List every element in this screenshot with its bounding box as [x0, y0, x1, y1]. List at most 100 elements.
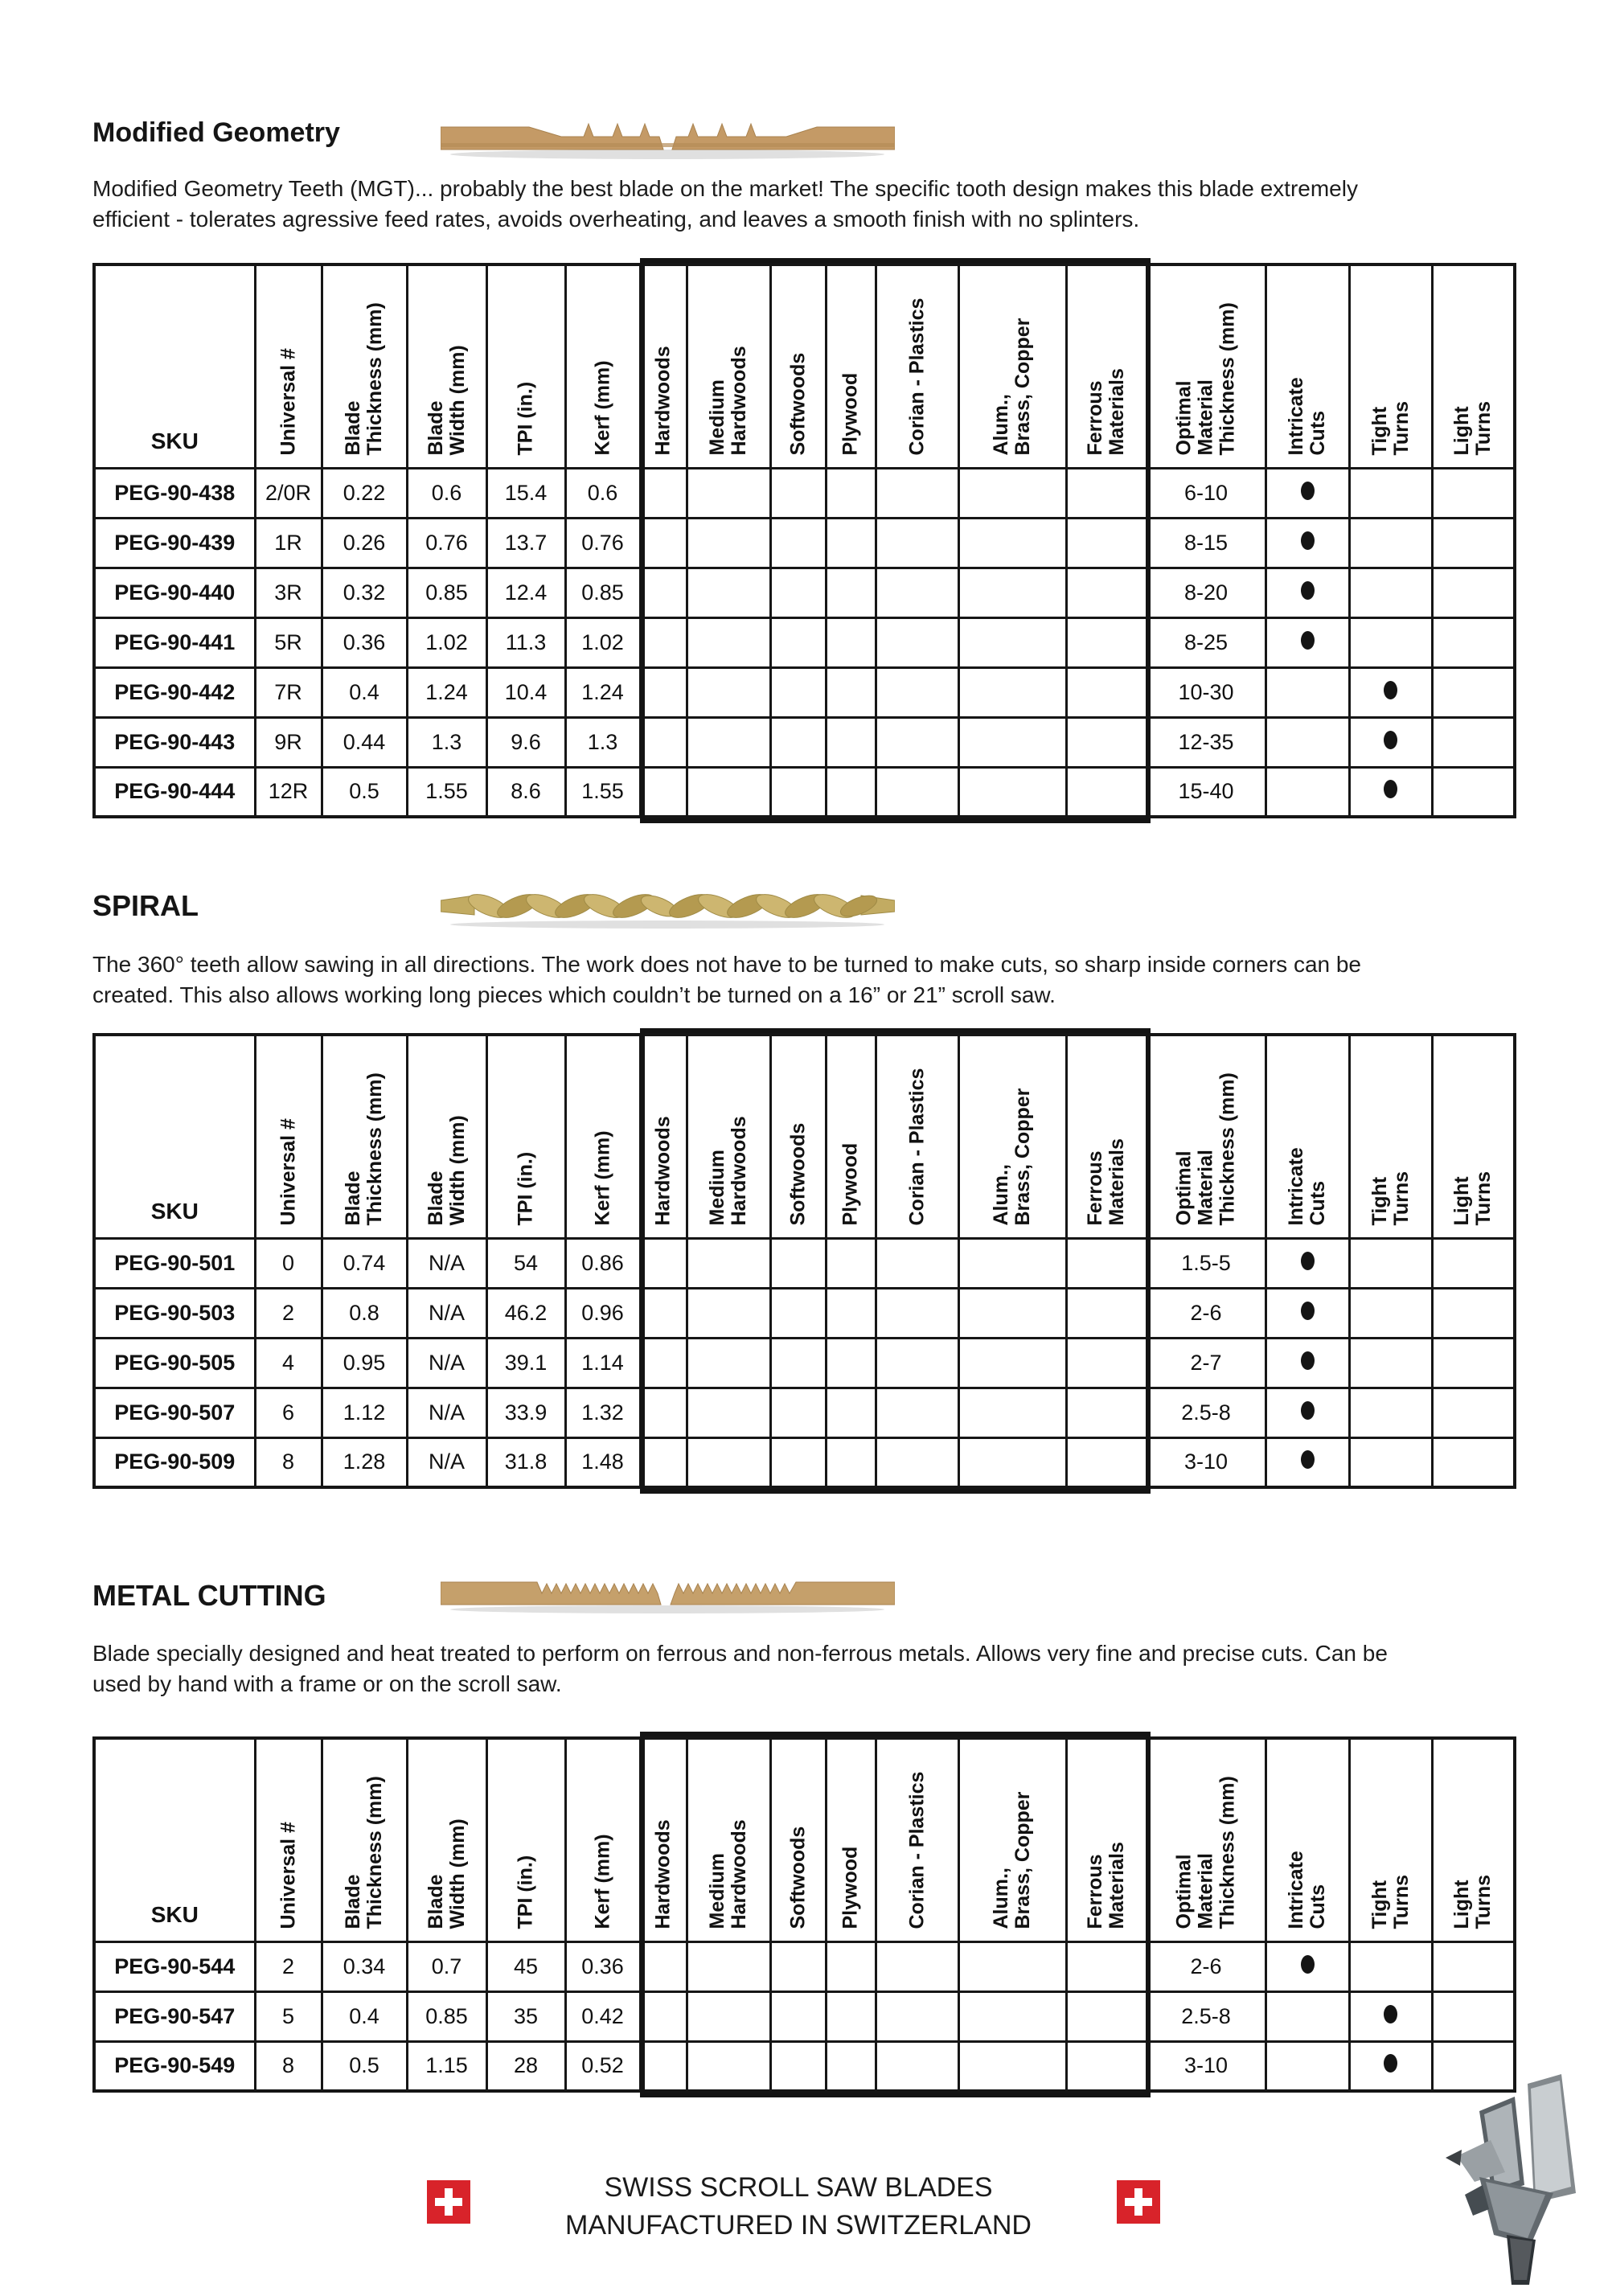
column-header-label: Light Turns: [1450, 400, 1495, 456]
blade-thickness-cell: 0.4: [320, 1990, 408, 2043]
column-header-label: Tight Turns: [1368, 1171, 1413, 1226]
rating-cell-softwoods: [769, 666, 827, 719]
column-header-label: Intricate Cuts: [1285, 1850, 1329, 1929]
rating-cell-medium-hardwoods: [685, 616, 772, 669]
rating-cell-alum-brass-copper: [957, 566, 1068, 619]
universal-number-cell: 2: [253, 1940, 323, 1993]
section-description-metal-cutting: Blade specially designed and heat treate…: [92, 1641, 1388, 1696]
column-header-hardwoods: Hardwoods: [638, 263, 688, 469]
table-row: PEG-90-505 4 0.95 N/A 39.1 1.14 2-7: [92, 1336, 1516, 1389]
rating-cell-hardwoods: [638, 666, 688, 719]
column-header-label: Softwoods: [786, 352, 809, 456]
light-mark-cell: [1430, 1236, 1516, 1289]
light-mark-cell: [1430, 1990, 1516, 2043]
rating-cell-medium-hardwoods: [685, 1286, 772, 1339]
rating-cell-softwoods: [769, 1286, 827, 1339]
rating-cell-softwoods: [769, 566, 827, 619]
column-header-light-turns: Light Turns: [1430, 1736, 1516, 1943]
rating-cell-corian-plastics: [874, 516, 960, 569]
kerf-cell: 0.36: [564, 1940, 642, 1993]
tight-mark-cell: [1348, 765, 1434, 818]
tight-mark-cell: [1348, 1386, 1434, 1439]
column-header-label: Medium Hardwoods: [706, 1116, 750, 1226]
column-header-label: Alum., Brass, Copper: [990, 318, 1034, 456]
bullet-dot-icon: [1300, 481, 1315, 500]
tpi-cell: 28: [485, 2040, 567, 2093]
rating-cell-hardwoods: [638, 2040, 688, 2093]
section-description-spiral: The 360° teeth allow sawing in all direc…: [92, 952, 1362, 1007]
table-head: SKU Universal # Blade Thickness (mm) Blade …: [92, 1033, 1516, 1240]
intricate-mark-cell: [1264, 2040, 1351, 2093]
rating-cell-corian-plastics: [874, 616, 960, 669]
metal-cutting-table-wrap: SKU Universal # Blade Thickness (mm) Blade …: [92, 1732, 1516, 2097]
table-body: PEG-90-438 2/0R 0.22 0.6 15.4 0.6 6-10 PEG-90-4…: [92, 466, 1516, 818]
rating-cell-softwoods: [769, 1940, 827, 1993]
sku-cell: PEG-90-501: [92, 1236, 256, 1289]
column-header-label: Hardwoods: [651, 1116, 675, 1226]
table-row: PEG-90-443 9R 0.44 1.3 9.6 1.3 12-35: [92, 715, 1516, 769]
rating-cell-alum-brass-copper: [957, 666, 1068, 719]
rating-cell-ferrous-materials: [1064, 765, 1148, 818]
rating-cell-medium-hardwoods: [685, 1990, 772, 2043]
tpi-cell: 13.7: [485, 516, 567, 569]
table-row: PEG-90-547 5 0.4 0.85 35 0.42 2.5-8: [92, 1990, 1516, 2043]
kerf-cell: 0.86: [564, 1236, 642, 1289]
light-mark-cell: [1430, 1286, 1516, 1339]
swiss-flag-icon: [427, 2180, 470, 2224]
tpi-cell: 33.9: [485, 1386, 567, 1439]
column-header-blade-width-mm: Blade Width (mm): [405, 1736, 488, 1943]
rating-cell-ferrous-materials: [1064, 566, 1148, 619]
optimal-thickness-cell: 2.5-8: [1145, 1386, 1267, 1439]
universal-number-cell: 12R: [253, 765, 323, 818]
section-title-modified-geometry: Modified Geometry: [92, 117, 340, 148]
column-header-label: Hardwoods: [651, 346, 675, 456]
blade-width-cell: 0.76: [405, 516, 488, 569]
column-header-label: Corian - Plastics: [905, 1771, 928, 1929]
optimal-thickness-cell: 12-35: [1145, 715, 1267, 769]
column-header-blade-thickness-mm: Blade Thickness (mm): [320, 1736, 408, 1943]
intricate-mark-cell: [1264, 1436, 1351, 1489]
rating-cell-plywood: [824, 516, 877, 569]
column-header-alum-brass-copper: Alum., Brass, Copper: [957, 1033, 1068, 1240]
rating-cell-hardwoods: [638, 1436, 688, 1489]
column-header-optimal-material-thickness-mm: Optimal Material Thickness (mm): [1145, 1033, 1267, 1240]
tpi-cell: 35: [485, 1990, 567, 2043]
bullet-dot-icon: [1384, 680, 1397, 699]
sku-cell: PEG-90-440: [92, 566, 256, 619]
column-header-universal: Universal #: [253, 1033, 323, 1240]
spiral-blade-image: [441, 894, 895, 929]
light-mark-cell: [1430, 1436, 1516, 1489]
table-row: PEG-90-509 8 1.28 N/A 31.8 1.48 3-10: [92, 1436, 1516, 1489]
rating-cell-plywood: [824, 1940, 877, 1993]
rating-cell-corian-plastics: [874, 715, 960, 769]
intricate-mark-cell: [1264, 616, 1351, 669]
column-header-sku: SKU: [92, 1033, 256, 1240]
bullet-dot-icon: [1300, 1301, 1315, 1320]
rating-cell-softwoods: [769, 1990, 827, 2043]
rating-cell-hardwoods: [638, 765, 688, 818]
rating-cell-plywood: [824, 466, 877, 519]
rating-cell-ferrous-materials: [1064, 2040, 1148, 2093]
column-header-label: TPI (in.): [514, 1151, 537, 1226]
rating-cell-corian-plastics: [874, 466, 960, 519]
rating-cell-ferrous-materials: [1064, 1386, 1148, 1439]
rating-cell-plywood: [824, 1336, 877, 1389]
optimal-thickness-cell: 2-6: [1145, 1286, 1267, 1339]
rating-cell-corian-plastics: [874, 1386, 960, 1439]
kerf-cell: 1.3: [564, 715, 642, 769]
column-header-sku: SKU: [92, 1736, 256, 1943]
sku-cell: PEG-90-443: [92, 715, 256, 769]
rating-cell-ferrous-materials: [1064, 666, 1148, 719]
table-row: PEG-90-439 1R 0.26 0.76 13.7 0.76 8-15: [92, 516, 1516, 569]
light-mark-cell: [1430, 466, 1516, 519]
column-header-medium-hardwoods: Medium Hardwoods: [685, 1033, 772, 1240]
rating-cell-medium-hardwoods: [685, 466, 772, 519]
blade-width-cell: N/A: [405, 1286, 488, 1339]
bullet-dot-icon: [1384, 730, 1397, 749]
rating-cell-softwoods: [769, 1386, 827, 1439]
column-header-label: Ferrous Materials: [1084, 1138, 1128, 1226]
rating-cell-alum-brass-copper: [957, 1436, 1068, 1489]
column-header-label: Blade Width (mm): [424, 345, 469, 456]
intricate-mark-cell: [1264, 566, 1351, 619]
table-row: PEG-90-549 8 0.5 1.15 28 0.52 3-10: [92, 2040, 1516, 2093]
